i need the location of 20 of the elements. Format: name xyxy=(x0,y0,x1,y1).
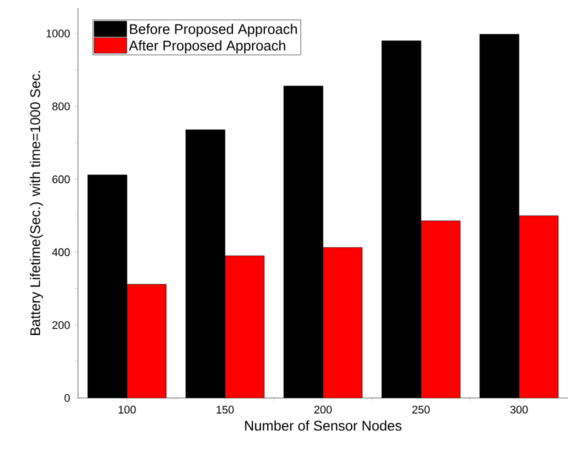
legend-label: After Proposed Approach xyxy=(128,40,286,54)
bar xyxy=(323,247,362,398)
bar xyxy=(225,256,264,398)
y-axis-title: Battery Lifetime(Sec.) with time=1000 Sec. xyxy=(30,71,43,335)
x-tick-label: 150 xyxy=(216,406,234,414)
bar xyxy=(421,220,460,398)
y-tick-label: 400 xyxy=(52,248,70,256)
y-tick-label: 600 xyxy=(52,175,70,184)
y-tick-label: 0 xyxy=(64,394,70,402)
x-tick-label: 200 xyxy=(314,406,332,414)
y-tick-label: 800 xyxy=(52,102,70,110)
legend-label: Before Proposed Approach xyxy=(130,24,297,37)
x-tick-label: 300 xyxy=(510,406,528,414)
x-tick-label: 250 xyxy=(412,406,430,414)
x-axis-title: Number of Sensor Nodes xyxy=(245,420,402,431)
y-tick-label: 1000 xyxy=(46,30,70,38)
bar xyxy=(518,216,558,398)
bar xyxy=(127,284,166,398)
y-tick-label: 200 xyxy=(52,321,70,329)
x-tick-label: 100 xyxy=(118,406,136,414)
